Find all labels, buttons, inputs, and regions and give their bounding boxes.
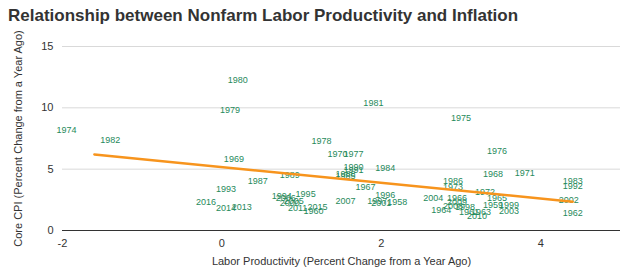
- svg-text:1967: 1967: [355, 182, 375, 192]
- svg-text:Core CPI (Percent Change from: Core CPI (Percent Change from a Year Ago…: [12, 30, 24, 246]
- svg-text:1964: 1964: [431, 205, 451, 215]
- svg-text:1982: 1982: [100, 135, 120, 145]
- svg-text:1969: 1969: [224, 154, 244, 164]
- svg-text:1958: 1958: [387, 197, 407, 207]
- svg-text:1974: 1974: [56, 125, 76, 135]
- svg-text:10: 10: [41, 101, 53, 113]
- svg-text:5: 5: [47, 163, 53, 175]
- svg-text:1976: 1976: [487, 146, 507, 156]
- svg-text:15: 15: [41, 40, 53, 52]
- svg-text:1962: 1962: [563, 208, 583, 218]
- svg-text:2004: 2004: [423, 193, 443, 203]
- svg-text:1980: 1980: [228, 75, 248, 85]
- svg-text:1992: 1992: [563, 181, 583, 191]
- svg-text:1981: 1981: [363, 98, 383, 108]
- svg-text:1984: 1984: [375, 163, 395, 173]
- svg-text:1987: 1987: [248, 176, 268, 186]
- svg-text:-2: -2: [58, 237, 68, 249]
- svg-text:1960: 1960: [304, 206, 324, 216]
- svg-text:1978: 1978: [312, 136, 332, 146]
- svg-text:1977: 1977: [343, 149, 363, 159]
- svg-text:1971: 1971: [515, 168, 535, 178]
- svg-text:Labor Productivity (Percent Ch: Labor Productivity (Percent Change from …: [212, 255, 471, 267]
- svg-text:2013: 2013: [232, 202, 252, 212]
- svg-text:1979: 1979: [220, 105, 240, 115]
- svg-text:2: 2: [378, 237, 384, 249]
- svg-text:0: 0: [47, 224, 53, 236]
- svg-text:1961: 1961: [459, 207, 479, 217]
- svg-text:2003: 2003: [499, 206, 519, 216]
- svg-text:2007: 2007: [335, 196, 355, 206]
- svg-text:2016: 2016: [196, 197, 216, 207]
- svg-text:0: 0: [219, 237, 225, 249]
- svg-text:1975: 1975: [451, 113, 471, 123]
- svg-text:4: 4: [538, 237, 544, 249]
- svg-text:1993: 1993: [216, 184, 236, 194]
- svg-text:1968: 1968: [483, 169, 503, 179]
